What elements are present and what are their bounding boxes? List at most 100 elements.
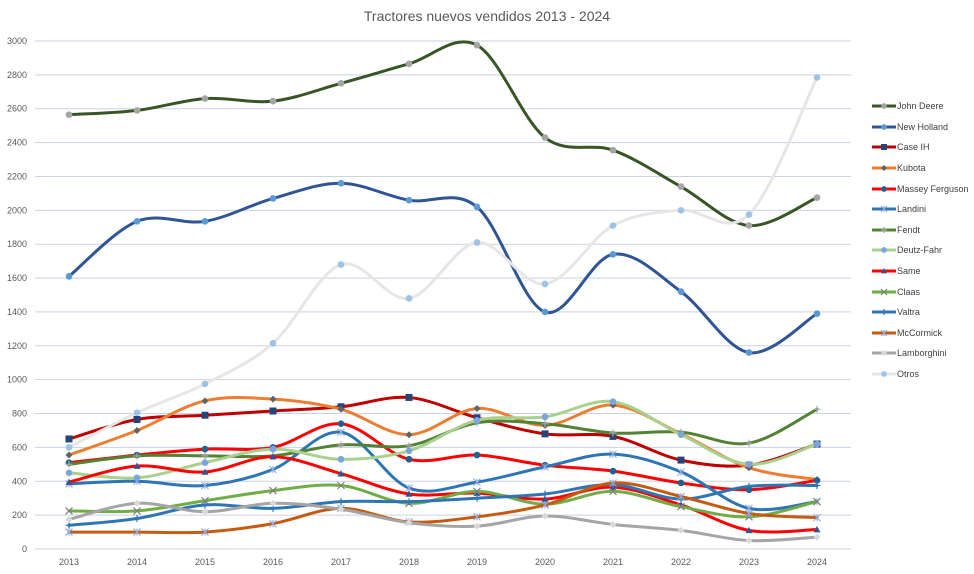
legend-item: Otros	[872, 364, 972, 385]
legend-swatch	[872, 226, 896, 233]
data-point-marker	[133, 474, 141, 482]
data-point-marker	[745, 461, 753, 468]
y-tick-label: 2400	[7, 138, 27, 148]
y-tick-label: 1200	[7, 341, 27, 351]
data-point-marker	[881, 309, 887, 316]
legend-label: Landini	[897, 204, 927, 215]
y-tick-label: 200	[12, 510, 27, 520]
data-point-marker	[881, 350, 887, 357]
data-point-marker	[609, 479, 617, 487]
y-tick-label: 2000	[7, 205, 27, 215]
data-point-marker	[269, 519, 277, 528]
data-point-marker	[609, 251, 617, 258]
data-point-marker	[201, 496, 209, 505]
data-point-marker	[405, 519, 413, 527]
x-tick-label: 2017	[331, 557, 351, 567]
data-point-marker	[609, 222, 617, 229]
data-point-marker	[541, 490, 549, 498]
data-point-marker	[201, 468, 209, 475]
data-point-marker	[745, 349, 753, 356]
series-line	[67, 395, 819, 468]
data-point-marker	[337, 505, 345, 513]
series-line	[67, 75, 819, 449]
legend-label: McCormick	[897, 327, 942, 338]
data-point-marker	[677, 183, 685, 190]
data-point-marker	[133, 415, 141, 423]
x-tick-label: 2013	[59, 557, 79, 567]
data-point-marker	[609, 467, 617, 475]
data-point-marker	[201, 218, 209, 225]
data-point-marker	[881, 268, 887, 274]
legend-swatch	[872, 371, 896, 377]
legend-swatch	[872, 288, 896, 296]
y-tick-label: 400	[12, 476, 27, 486]
legend-label: Valtra	[897, 307, 920, 318]
y-tick-label: 2600	[7, 104, 27, 114]
data-point-marker	[541, 280, 549, 288]
y-tick-label: 800	[12, 409, 27, 419]
x-axis: 2013 2014 2015 2016 2017 2018 2019 2020 2021 2022…	[59, 557, 827, 567]
series-new-holland	[65, 179, 821, 356]
data-point-marker	[813, 513, 821, 522]
data-point-marker	[337, 80, 345, 87]
data-point-marker	[133, 528, 141, 536]
data-point-marker	[133, 499, 141, 507]
data-point-marker	[473, 404, 481, 412]
data-point-marker	[269, 407, 277, 415]
data-point-marker	[337, 428, 345, 437]
data-point-marker	[541, 495, 549, 502]
data-point-marker	[609, 146, 617, 154]
data-point-marker	[201, 508, 209, 516]
data-point-marker	[541, 420, 549, 428]
legend-swatch	[872, 185, 896, 192]
data-point-marker	[201, 397, 209, 405]
data-point-marker	[201, 528, 209, 536]
y-tick-label: 600	[12, 442, 27, 452]
data-point-marker	[745, 509, 753, 518]
legend-item: McCormick	[872, 323, 972, 344]
legend-swatch	[872, 329, 896, 337]
data-point-marker	[609, 450, 617, 459]
series-deutz-fahr	[65, 398, 821, 482]
legend-swatch	[872, 268, 896, 274]
data-point-marker	[745, 211, 753, 218]
legend-label: John Deere	[897, 101, 944, 112]
data-point-marker	[133, 218, 141, 225]
data-point-marker	[609, 398, 617, 406]
legend-item: Deutz-Fahr	[872, 240, 972, 261]
data-point-marker	[813, 482, 821, 489]
data-point-marker	[269, 486, 277, 495]
data-point-marker	[405, 447, 413, 455]
legend-swatch	[872, 144, 896, 151]
legend-swatch	[872, 205, 896, 213]
data-point-marker	[677, 456, 685, 464]
data-point-marker	[133, 426, 141, 434]
series-line	[67, 430, 819, 512]
data-point-marker	[133, 515, 141, 523]
data-point-marker	[473, 487, 481, 496]
data-point-marker	[405, 490, 413, 497]
data-point-marker	[541, 430, 549, 438]
legend-item: Fendt	[872, 220, 972, 241]
data-point-marker	[65, 460, 73, 468]
data-point-marker	[65, 521, 73, 529]
legend-label: Case IH	[897, 142, 930, 153]
data-point-marker	[745, 537, 753, 545]
data-point-marker	[269, 445, 277, 453]
data-point-marker	[65, 111, 73, 118]
data-point-marker	[337, 455, 345, 463]
data-point-marker	[745, 222, 753, 229]
data-point-marker	[269, 97, 277, 105]
legend-item: Claas	[872, 281, 972, 302]
data-point-marker	[813, 477, 821, 484]
legend-label: Massey Ferguson	[897, 183, 969, 194]
data-point-marker	[405, 455, 413, 463]
x-tick-label: 2016	[263, 557, 283, 567]
data-point-marker	[881, 247, 887, 254]
data-point-marker	[201, 481, 209, 490]
series-line	[67, 399, 819, 480]
data-point-marker	[65, 273, 73, 280]
data-point-marker	[745, 526, 753, 534]
data-point-marker	[65, 451, 73, 459]
legend-label: Kubota	[897, 163, 926, 174]
